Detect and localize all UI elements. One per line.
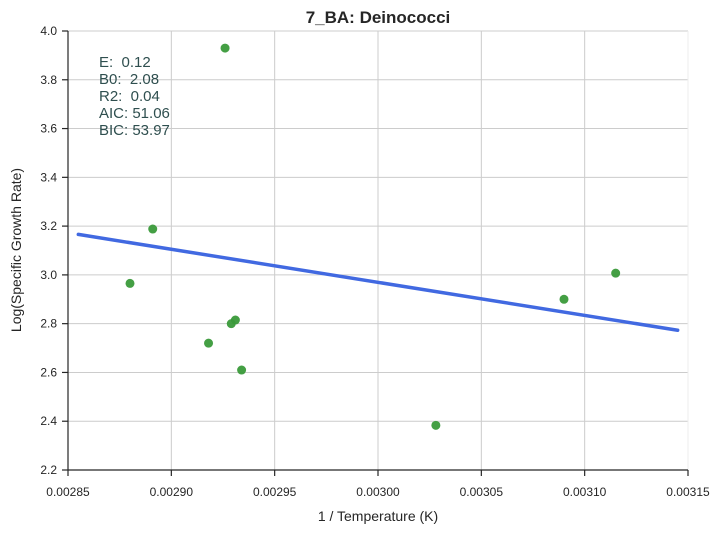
data-point [220,43,230,53]
data-point [611,268,621,278]
data-point [559,294,569,304]
x-tick-label: 0.00305 [460,485,504,499]
x-tick-label: 0.00290 [150,485,194,499]
y-tick-label: 3.2 [40,219,57,233]
data-point [204,338,214,348]
data-point [125,278,135,288]
x-tick-label: 0.00300 [356,485,400,499]
y-tick-label: 2.6 [40,365,57,379]
stat-line: AIC: 51.06 [99,105,170,122]
y-tick-label: 3.8 [40,73,57,87]
data-points [125,43,621,430]
chart-title: 7_BA: Deinococci [306,8,451,27]
fit-line [76,232,680,333]
x-axis-ticks: 0.00285 0.00290 0.00295 0.00300 0.00305 0.003… [46,470,710,499]
stat-line: B0: 2.08 [99,71,159,88]
y-axis-ticks: 2.2 2.4 2.6 2.8 3.0 3.2 3.4 3.6 3.8 4.0 [40,24,68,477]
x-tick-label: 0.00310 [563,485,607,499]
stat-line: R2: 0.04 [99,88,160,105]
data-point [237,365,247,375]
x-axis-label: 1 / Temperature (K) [318,508,438,524]
y-tick-label: 2.2 [40,463,57,477]
x-tick-label: 0.00315 [666,485,710,499]
x-tick-label: 0.00285 [46,485,90,499]
stat-line: E: 0.12 [99,54,151,71]
y-tick-label: 2.8 [40,317,57,331]
stat-line: BIC: 53.97 [99,122,170,139]
fit-line-layer [76,232,680,333]
grid [68,30,689,470]
y-tick-label: 2.4 [40,414,57,428]
y-axis-label: Log(Specific Growth Rate) [8,168,24,332]
data-point [431,420,441,430]
x-tick-label: 0.00295 [253,485,297,499]
y-tick-label: 3.0 [40,268,57,282]
data-point [230,315,240,325]
y-tick-label: 3.4 [40,170,57,184]
y-tick-label: 4.0 [40,24,57,38]
data-point [148,224,158,234]
y-tick-label: 3.6 [40,122,57,136]
